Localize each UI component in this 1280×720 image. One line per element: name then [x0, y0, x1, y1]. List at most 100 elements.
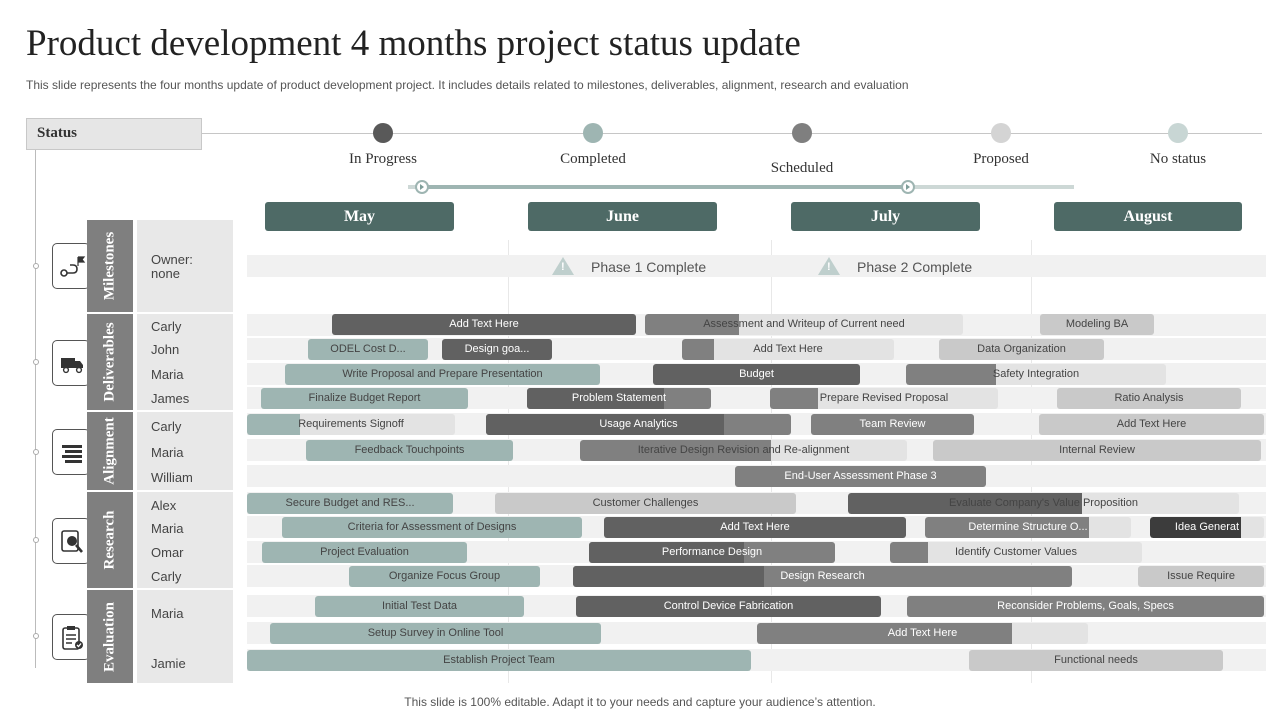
legend-label-in-progress: In Progress [349, 151, 417, 167]
person-name: Maria [151, 367, 184, 382]
person-name: Maria [151, 521, 184, 536]
task-bar[interactable]: Idea Generat [1150, 517, 1264, 538]
person-name: Carly [151, 419, 182, 434]
task-bar[interactable]: Safety Integration [906, 364, 1166, 385]
status-line [202, 133, 1262, 134]
task-bar[interactable]: Design goa... [442, 339, 552, 360]
milestone-row-bg [247, 255, 1266, 277]
legend-label-scheduled: Scheduled [770, 160, 834, 176]
connector-node [33, 633, 39, 639]
task-bar[interactable]: Initial Test Data [315, 596, 524, 617]
task-bar[interactable]: Add Text Here [332, 314, 636, 335]
status-label-box: Status [26, 118, 202, 150]
task-bar[interactable]: Identify Customer Values [890, 542, 1142, 563]
legend-label-proposed: Proposed [973, 151, 1029, 167]
category-alignment: Alignment [87, 412, 133, 490]
person-name: Maria [151, 445, 184, 460]
task-bar[interactable]: Determine Structure O... [925, 517, 1131, 538]
page-title: Product development 4 months project sta… [26, 23, 801, 64]
task-bar[interactable]: Data Organization [939, 339, 1104, 360]
task-bar[interactable]: Prepare Revised Proposal [770, 388, 998, 409]
warning-icon [552, 257, 574, 275]
task-bar[interactable]: Problem Statement [527, 388, 711, 409]
month-gridline [771, 240, 772, 683]
names-cell [137, 314, 233, 410]
category-deliverables: Deliverables [87, 314, 133, 410]
truck-icon [52, 340, 90, 386]
month-header-august: August [1054, 202, 1242, 231]
person-name: Carly [151, 319, 182, 334]
names-cell [137, 590, 233, 683]
task-bar[interactable]: Modeling BA [1040, 314, 1154, 335]
task-bar[interactable]: Design Research [573, 566, 1072, 587]
task-bar[interactable]: Criteria for Assessment of Designs [282, 517, 582, 538]
left-connector-line [35, 150, 36, 668]
row-bg [247, 387, 1266, 409]
task-bar[interactable]: Finalize Budget Report [261, 388, 468, 409]
timeline-slider-range [422, 185, 908, 189]
task-bar[interactable]: Add Text Here [757, 623, 1088, 644]
legend-dot-no-status [1168, 123, 1188, 143]
month-header-may: May [265, 202, 454, 231]
person-name: Omar [151, 545, 184, 560]
task-bar[interactable]: Issue Require [1138, 566, 1264, 587]
person-name: Maria [151, 606, 184, 621]
task-bar[interactable]: Iterative Design Revision and Re-alignme… [580, 440, 907, 461]
task-bar[interactable]: Add Text Here [1039, 414, 1264, 435]
task-bar[interactable]: Internal Review [933, 440, 1261, 461]
legend-label-completed: Completed [560, 151, 626, 167]
connector-node [33, 263, 39, 269]
timeline-slider-start-handle[interactable] [415, 180, 429, 194]
task-bar[interactable]: Feedback Touchpoints [306, 440, 513, 461]
legend-label-no-status: No status [1149, 151, 1207, 167]
task-bar[interactable]: Budget [653, 364, 860, 385]
task-bar[interactable]: Add Text Here [682, 339, 894, 360]
route-icon [52, 243, 90, 289]
task-bar[interactable]: Ratio Analysis [1057, 388, 1241, 409]
task-bar[interactable]: Control Device Fabrication [576, 596, 881, 617]
person-name: Jamie [151, 656, 186, 671]
task-bar[interactable]: Team Review [811, 414, 974, 435]
timeline-slider-end-handle[interactable] [901, 180, 915, 194]
legend-dot-scheduled [792, 123, 812, 143]
month-header-july: July [791, 202, 980, 231]
task-bar[interactable]: Usage Analytics [486, 414, 791, 435]
legend-dot-in-progress [373, 123, 393, 143]
person-name: Carly [151, 569, 182, 584]
legend-dot-completed [583, 123, 603, 143]
task-bar[interactable]: Secure Budget and RES... [247, 493, 453, 514]
task-bar[interactable]: Assessment and Writeup of Current need [645, 314, 963, 335]
month-gridline [508, 240, 509, 683]
legend-dot-proposed [991, 123, 1011, 143]
task-bar[interactable]: End-User Assessment Phase 3 [735, 466, 986, 487]
category-research: Research [87, 492, 133, 588]
task-bar[interactable]: Add Text Here [604, 517, 906, 538]
names-cell [137, 492, 233, 588]
month-header-june: June [528, 202, 717, 231]
person-name: William [151, 470, 193, 485]
milestone-owner: Owner: none [151, 252, 193, 281]
milestone-phase-2: Phase 2 Complete [857, 259, 973, 275]
task-bar[interactable]: Project Evaluation [262, 542, 467, 563]
task-bar[interactable]: Functional needs [969, 650, 1223, 671]
milestone-phase-1: Phase 1 Complete [591, 259, 707, 275]
connector-node [33, 359, 39, 365]
page-subtitle: This slide represents the four months up… [26, 78, 909, 92]
person-name: Alex [151, 498, 177, 513]
task-bar[interactable]: Write Proposal and Prepare Presentation [285, 364, 600, 385]
task-bar[interactable]: Performance Design [589, 542, 835, 563]
connector-node [33, 537, 39, 543]
task-bar[interactable]: Reconsider Problems, Goals, Specs [907, 596, 1264, 617]
research-magnifier-icon [52, 518, 90, 564]
names-cell [137, 412, 233, 490]
task-bar[interactable]: Evaluate Company's Value Proposition [848, 493, 1239, 514]
task-bar[interactable]: Customer Challenges [495, 493, 796, 514]
warning-icon [818, 257, 840, 275]
task-bar[interactable]: Setup Survey in Online Tool [270, 623, 601, 644]
task-bar[interactable]: Organize Focus Group [349, 566, 540, 587]
month-gridline [1031, 240, 1032, 683]
task-bar[interactable]: Requirements Signoff [247, 414, 455, 435]
align-lines-icon [52, 429, 90, 475]
task-bar[interactable]: Establish Project Team [247, 650, 751, 671]
task-bar[interactable]: ODEL Cost D... [308, 339, 428, 360]
